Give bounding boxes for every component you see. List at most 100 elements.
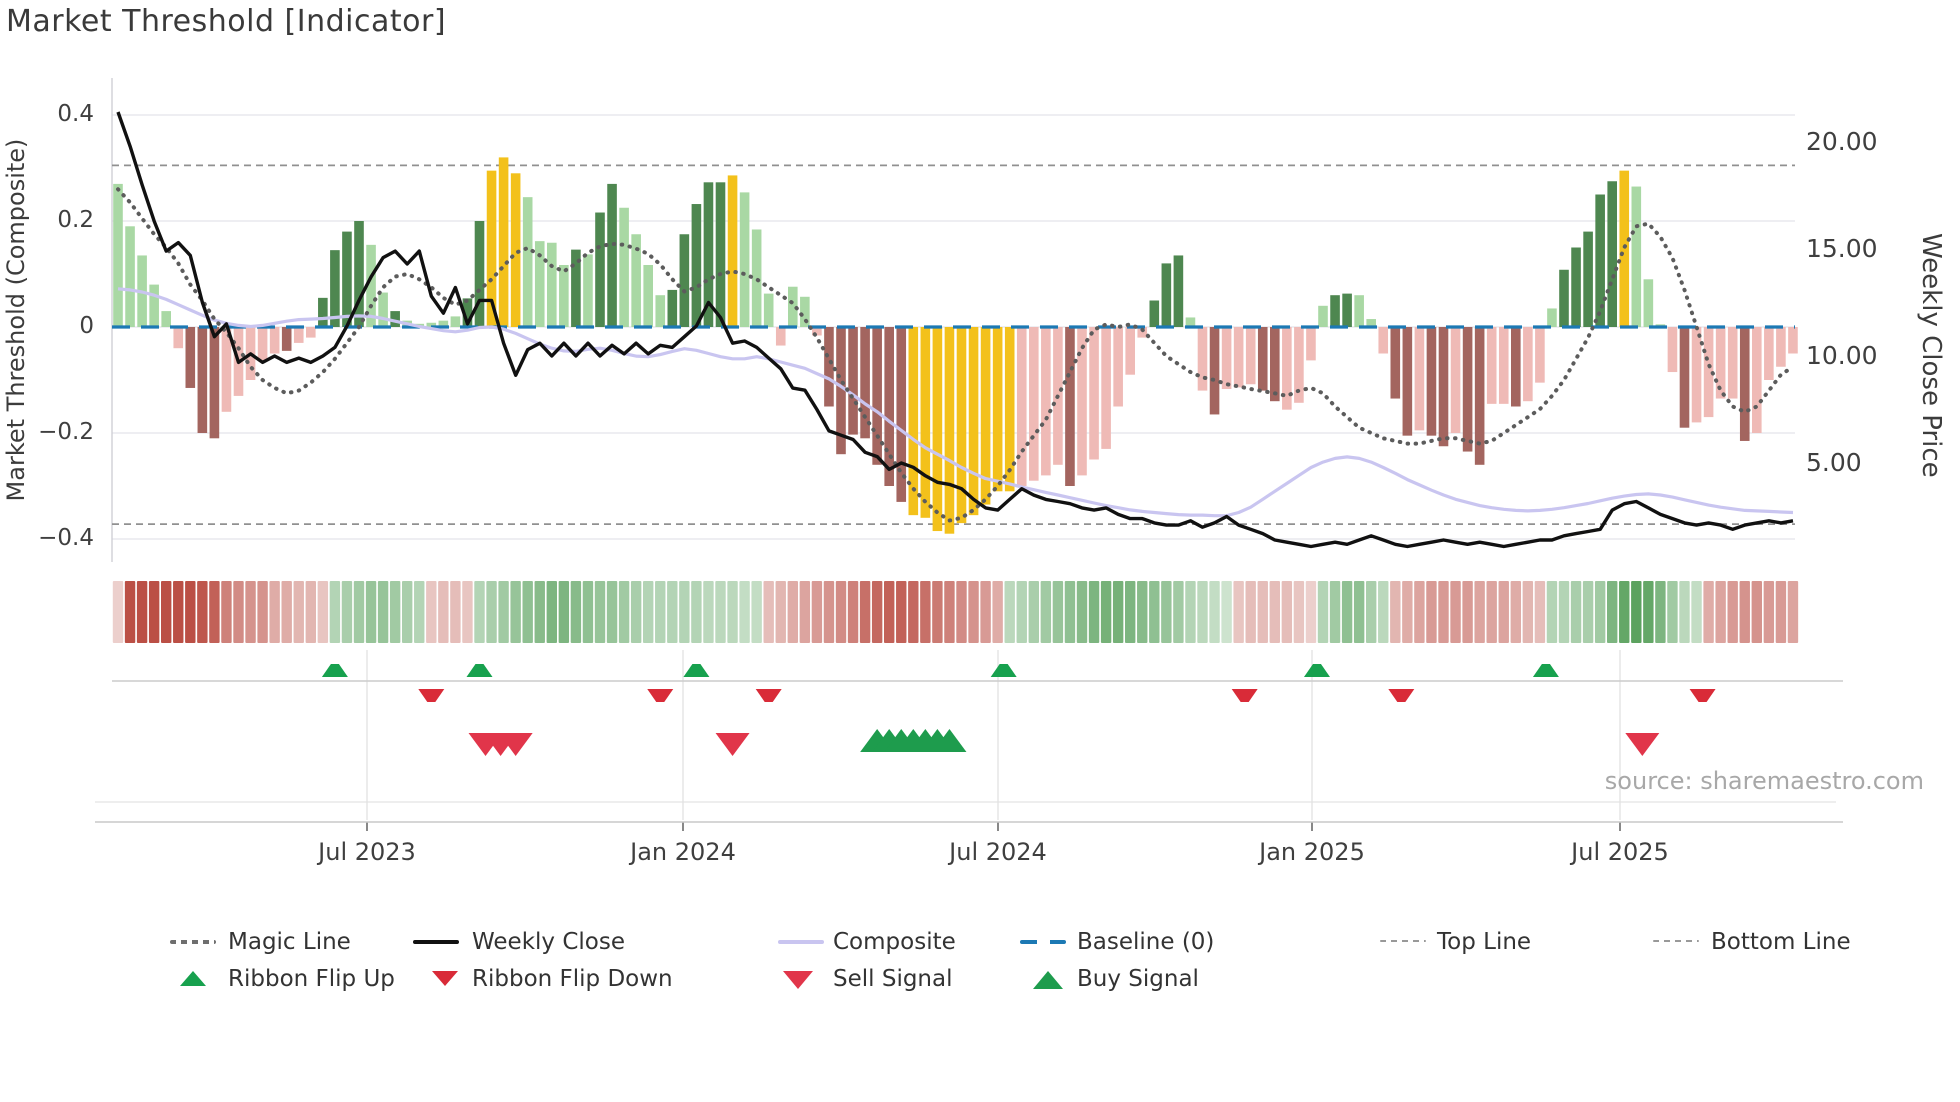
- composite-bar: [149, 284, 159, 327]
- ribbon-cell: [1775, 581, 1787, 643]
- ribbon-cell: [498, 581, 509, 643]
- x-tick-label: Jul 2024: [949, 838, 1047, 866]
- left-tick-label: 0.4: [57, 101, 94, 127]
- ribbon-flip-down-marker: [1689, 689, 1716, 702]
- legend-label: Magic Line: [228, 929, 351, 955]
- composite-bar: [667, 289, 678, 327]
- composite-bar: [1438, 327, 1449, 447]
- ribbon-cell: [1402, 581, 1413, 643]
- composite-bar: [944, 327, 955, 534]
- composite-bar: [727, 175, 738, 327]
- composite-bar: [1342, 293, 1352, 327]
- composite-bar: [1004, 327, 1015, 492]
- right-tick-label: 20.00: [1806, 127, 1878, 156]
- composite-bar: [1233, 327, 1244, 388]
- ribbon-cell: [1715, 581, 1726, 643]
- ribbon-cell: [739, 581, 750, 643]
- composite-bar: [872, 327, 882, 465]
- composite-bar: [559, 264, 569, 327]
- composite-bar: [1125, 327, 1135, 375]
- sell-signal-marker: [715, 733, 750, 756]
- composite-bar: [703, 182, 714, 327]
- ribbon-cell: [450, 581, 461, 643]
- composite-bar: [522, 197, 533, 327]
- legend-swatch-lavender-line: [778, 940, 824, 944]
- ribbon-cell: [799, 581, 811, 643]
- ribbon-cell: [1209, 581, 1220, 643]
- ribbon-cell: [353, 581, 365, 643]
- composite-bar: [1089, 327, 1099, 460]
- ribbon-cell: [1088, 581, 1100, 643]
- composite-bar: [390, 311, 400, 327]
- composite-bar: [318, 297, 328, 327]
- ribbon-cell: [1438, 581, 1449, 643]
- composite-bar: [619, 207, 629, 327]
- ribbon-cell: [835, 581, 847, 643]
- composite-bar: [1221, 327, 1232, 390]
- x-tick-label: Jul 2023: [318, 838, 416, 866]
- ribbon-flip-up-marker: [1532, 664, 1559, 677]
- ribbon-cell: [944, 581, 955, 643]
- composite-bar: [1571, 247, 1581, 327]
- ribbon-cell: [1149, 581, 1160, 643]
- ribbon-cell: [510, 581, 521, 643]
- legend-swatch-tri-up-big-icon: [1033, 971, 1063, 989]
- ribbon-cell: [1667, 581, 1678, 643]
- ribbon-cell: [1257, 581, 1268, 643]
- ribbon-cell: [667, 581, 678, 643]
- composite-bar: [1474, 327, 1485, 465]
- ribbon-cell: [1281, 581, 1293, 643]
- composite-bar: [763, 293, 774, 327]
- ribbon-cell: [1317, 581, 1329, 643]
- composite-bar: [534, 241, 545, 327]
- ribbon-cell: [751, 581, 762, 643]
- composite-bar: [1535, 327, 1545, 383]
- legend-swatch-black-line: [413, 940, 459, 944]
- x-tick-label: Jan 2025: [1259, 838, 1365, 866]
- ribbon-cell: [1293, 581, 1305, 643]
- ribbon-cell: [281, 581, 292, 643]
- composite-bar: [1282, 327, 1292, 410]
- composite-bar: [450, 316, 461, 327]
- legend-swatch-gray-line: [1380, 940, 1426, 942]
- ribbon-cell: [1763, 581, 1775, 643]
- composite-bar: [1378, 327, 1389, 354]
- ribbon-cell: [1450, 581, 1461, 643]
- composite-bar: [1498, 327, 1509, 404]
- ribbon-cell: [1558, 581, 1570, 643]
- ribbon-cell: [1366, 581, 1377, 643]
- ribbon-cell: [136, 581, 148, 643]
- composite-bar: [691, 204, 702, 327]
- composite-bar: [486, 170, 497, 327]
- composite-bar: [354, 221, 364, 327]
- ribbon-cell: [1486, 581, 1497, 643]
- x-tick-label: Jan 2024: [630, 838, 736, 866]
- composite-bar: [1173, 255, 1184, 327]
- composite-bar: [269, 327, 280, 354]
- composite-bar: [1559, 269, 1569, 327]
- ribbon-cell: [1462, 581, 1473, 643]
- ribbon-flip-down-marker: [647, 689, 674, 702]
- legend-label: Ribbon Flip Up: [228, 966, 395, 992]
- composite-bar: [1583, 231, 1593, 327]
- ribbon-cell: [1076, 581, 1088, 643]
- ribbon-cell: [197, 581, 208, 643]
- composite-bar: [113, 183, 123, 327]
- ribbon-flip-up-marker: [1303, 664, 1330, 677]
- composite-bar: [1366, 319, 1376, 327]
- ribbon-cell: [1016, 581, 1027, 643]
- ribbon-cell: [968, 581, 979, 643]
- composite-bar: [920, 327, 931, 518]
- composite-line: [117, 287, 1794, 518]
- ribbon-cell: [1100, 581, 1112, 643]
- composite-bar: [462, 298, 473, 327]
- ribbon-cell: [1631, 581, 1642, 643]
- legend-label: Ribbon Flip Down: [472, 966, 673, 992]
- composite-bar: [812, 327, 822, 336]
- composite-bar: [1764, 327, 1774, 380]
- right-tick-label: 15.00: [1806, 234, 1878, 263]
- composite-bar: [1679, 327, 1690, 428]
- source-text: source: sharemaestro.com: [1604, 767, 1924, 795]
- composite-bar: [366, 244, 376, 327]
- composite-bar: [1752, 327, 1762, 433]
